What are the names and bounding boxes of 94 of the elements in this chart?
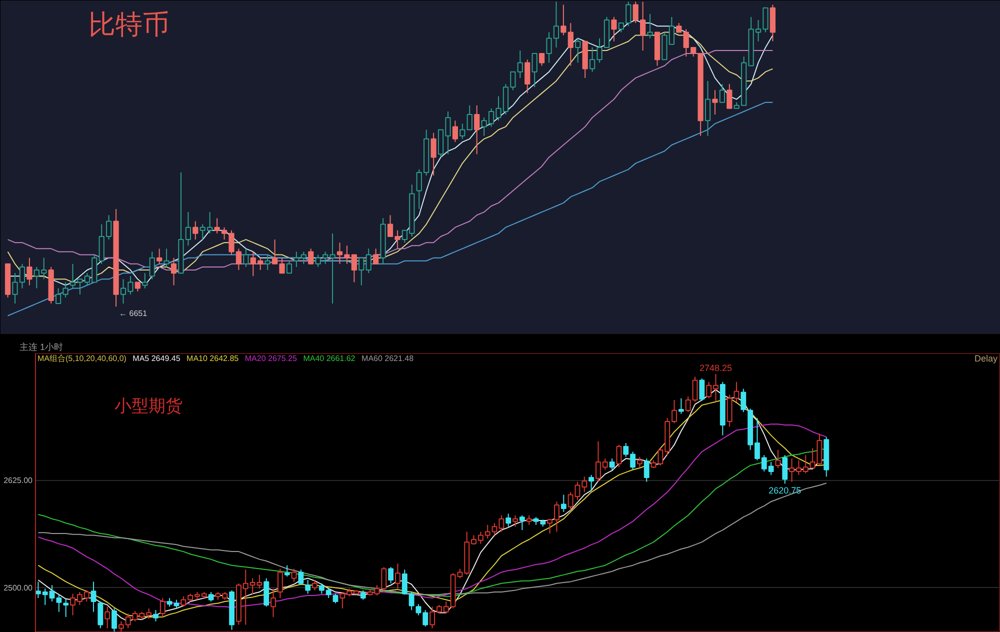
candlestick: [616, 444, 622, 468]
candlestick: [366, 248, 372, 274]
candlestick: [519, 514, 525, 531]
candlestick: [264, 578, 270, 608]
candlestick: [712, 90, 718, 116]
candlestick: [636, 456, 642, 468]
candlestick: [358, 257, 364, 286]
candlestick: [294, 251, 300, 268]
candlestick: [106, 214, 112, 240]
candlestick: [142, 272, 148, 289]
candlestick: [726, 84, 732, 109]
candlestick: [474, 104, 480, 155]
candlestick: [704, 80, 711, 136]
candlestick: [164, 248, 170, 268]
text: MA60 2621.48: [362, 354, 414, 363]
candlestick: [762, 7, 768, 33]
candlestick: [460, 123, 466, 140]
candlestick: [647, 13, 653, 39]
candlestick: [305, 579, 311, 594]
candlestick: [512, 514, 518, 528]
candlestick: [270, 588, 276, 618]
candlestick: [153, 610, 158, 622]
candlestick: [308, 248, 314, 264]
candlestick: [782, 454, 788, 484]
candlestick: [506, 513, 512, 528]
candlestick: [277, 568, 283, 599]
candlestick: [112, 608, 117, 632]
annotation: 2620.75: [768, 486, 802, 496]
candlestick: [568, 22, 574, 66]
candlestick: [510, 71, 516, 91]
text: Delay: [974, 354, 998, 364]
candlestick: [611, 16, 617, 42]
candlestick: [160, 598, 166, 618]
candlestick: [588, 474, 594, 491]
y-tick-label: 2500.00: [4, 584, 34, 593]
text: ← 6651: [119, 309, 148, 318]
candlestick: [644, 458, 650, 482]
candlestick: [26, 257, 32, 286]
candlestick: [156, 248, 162, 264]
candlestick: [170, 257, 177, 286]
text: 主连 1小时: [20, 342, 64, 352]
candlestick: [395, 563, 400, 590]
text: MA40 2661.62: [303, 354, 356, 363]
candlestick: [517, 50, 523, 78]
candlestick: [452, 120, 458, 142]
candlestick: [149, 251, 155, 280]
candlestick: [98, 601, 104, 629]
text: 小型期货: [114, 396, 182, 416]
candlestick: [560, 4, 566, 36]
candlestick: [284, 564, 290, 578]
candlestick: [373, 248, 379, 264]
candlestick: [360, 590, 366, 600]
candlestick: [538, 53, 545, 66]
text: MA20 2675.25: [244, 354, 298, 363]
candlestick: [590, 46, 596, 72]
candlestick: [430, 132, 436, 176]
candlestick: [208, 592, 214, 602]
candlestick: [192, 220, 198, 240]
candlestick: [104, 606, 110, 629]
text: MA10 2642.85: [186, 354, 240, 363]
candlestick: [526, 514, 532, 526]
candlestick: [775, 449, 781, 469]
candlestick: [291, 568, 297, 582]
candlestick: [618, 22, 624, 33]
candlestick: [524, 59, 530, 94]
candlestick: [388, 566, 394, 584]
candlestick: [532, 53, 538, 88]
legend-title: MA组合(5,10,20,40,60,0): [38, 354, 127, 363]
text: MA5 2649.45: [132, 354, 181, 363]
candlestick: [719, 84, 726, 103]
candlestick: [640, 1, 646, 51]
candlestick: [678, 398, 684, 414]
candlestick: [134, 282, 140, 292]
candlestick: [332, 593, 338, 604]
candlestick: [466, 104, 472, 130]
candlestick: [740, 388, 746, 413]
candlestick: [632, 1, 638, 24]
candlestick: [264, 254, 270, 271]
candlestick: [90, 581, 96, 612]
y-tick-label: 2625.00: [4, 476, 34, 486]
candlestick: [676, 22, 682, 33]
candlestick: [699, 378, 705, 402]
candlestick: [575, 38, 581, 64]
candlestick: [416, 168, 422, 210]
chart-title: 比特币: [88, 10, 170, 40]
candlestick: [286, 260, 292, 274]
candlestick: [243, 248, 249, 268]
candlestick: [312, 579, 318, 591]
annotation: 2748.25: [699, 362, 732, 373]
candlestick: [63, 598, 69, 618]
candlestick: [300, 251, 306, 264]
candlestick: [298, 569, 304, 586]
candlestick: [560, 494, 566, 512]
candlestick: [609, 458, 615, 470]
